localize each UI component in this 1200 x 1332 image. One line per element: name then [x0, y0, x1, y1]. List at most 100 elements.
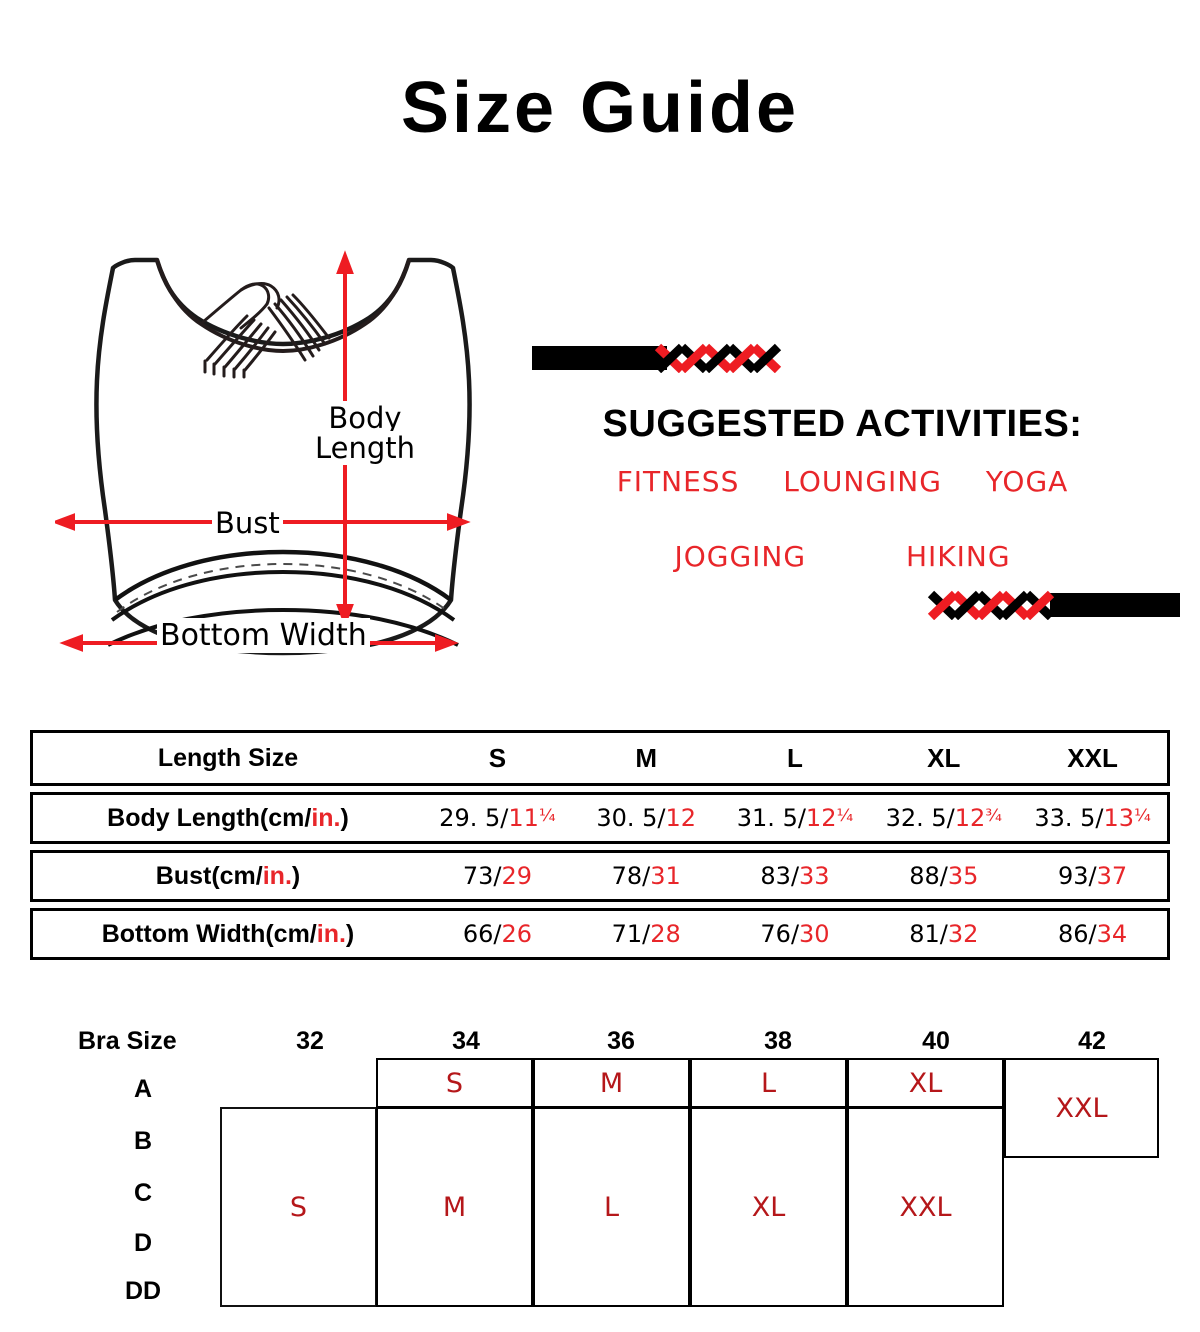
label-body-length-line2: Length — [311, 431, 419, 466]
row-label-body-length: Body Length(cm/in.) — [33, 804, 423, 833]
cell-cm: 29. 5/ — [439, 804, 509, 832]
row-label-unit: in. — [262, 861, 292, 890]
table-header-row: Length Size S M L XL XXL — [30, 730, 1170, 786]
row-label-paren: ) — [340, 803, 349, 832]
row-label-text: Bottom Width(cm/ — [101, 919, 317, 948]
header-size-xxl: XXL — [1067, 742, 1118, 773]
bra-box-32-bdd: S — [220, 1107, 377, 1307]
cell-in: 32 — [947, 920, 979, 948]
cell-in: 28 — [650, 920, 681, 948]
label-bottom-width: Bottom Width — [157, 618, 370, 653]
suggested-activities-panel: SUGGESTED ACTIVITIES: FITNESS LOUNGING Y… — [520, 335, 1180, 625]
cell-cm: 71/ — [611, 920, 651, 948]
cell-cm: 31. 5/ — [736, 804, 806, 832]
decorative-bar-bottom — [925, 590, 1180, 620]
activity-row-2: JOGGING HIKING — [520, 540, 1165, 573]
page-title: Size Guide — [400, 68, 800, 148]
suggested-activities-heading: SUGGESTED ACTIVITIES: — [602, 403, 1083, 445]
cup-label-b: B — [133, 1127, 153, 1155]
cell-body-length-m: 30. 5/12 — [572, 804, 721, 832]
length-size-table: Length Size S M L XL XXL Body Length(cm/… — [30, 730, 1170, 966]
cell-in: 34 — [1096, 920, 1128, 948]
bra-box-36-a: M — [533, 1058, 690, 1108]
band-label-38: 38 — [764, 1027, 792, 1055]
cell-bottom-width-m: 71/28 — [572, 920, 721, 948]
cup-label-c: C — [133, 1179, 153, 1207]
cell-in: 26 — [501, 920, 532, 948]
band-label-42: 42 — [1078, 1027, 1106, 1055]
table-row: Bottom Width(cm/in.) 66/26 71/28 76/30 8… — [30, 908, 1170, 960]
activity-jogging: JOGGING — [674, 540, 807, 573]
cell-body-length-s: 29. 5/11¼ — [423, 804, 572, 832]
cell-bottom-width-xl: 81/32 — [869, 920, 1018, 948]
row-label-unit: in. — [311, 803, 341, 832]
label-bust: Bust — [212, 506, 283, 540]
row-label-bottom-width: Bottom Width(cm/in.) — [33, 920, 423, 949]
bra-box-42-ab: XXL — [1004, 1058, 1159, 1158]
bra-box-36-bdd: L — [533, 1107, 690, 1307]
activity-yoga: YOGA — [985, 465, 1069, 498]
bra-box-38-bdd: XL — [690, 1107, 847, 1307]
cell-in: 12 — [805, 804, 837, 832]
header-size-xl: XL — [927, 742, 961, 773]
cell-in: 37 — [1096, 862, 1128, 890]
cell-cm: 81/ — [909, 920, 948, 948]
cell-bottom-width-xxl: 86/34 — [1018, 920, 1167, 948]
cup-label-a: A — [133, 1075, 153, 1103]
cup-label-dd: DD — [124, 1277, 162, 1305]
cell-body-length-l: 31. 5/12¼ — [721, 804, 870, 832]
label-body-length-line1: Body — [325, 401, 405, 435]
cell-cm: 83/ — [760, 862, 800, 890]
table-row: Body Length(cm/in.) 29. 5/11¼ 30. 5/12 3… — [30, 792, 1170, 844]
cell-bottom-width-l: 76/30 — [721, 920, 870, 948]
band-label-40: 40 — [922, 1027, 950, 1055]
cell-cm: 32. 5/ — [885, 804, 955, 832]
bra-size-header: Bra Size — [78, 1027, 177, 1055]
cell-bust-xxl: 93/37 — [1018, 862, 1167, 890]
cell-in: 29 — [501, 862, 532, 890]
cell-in: 12 — [665, 804, 697, 832]
cell-cm: 88/ — [909, 862, 948, 890]
cell-bust-xl: 88/35 — [869, 862, 1018, 890]
bra-box-34-a: S — [376, 1058, 533, 1108]
row-label-unit: in. — [316, 919, 346, 948]
cell-bust-m: 78/31 — [572, 862, 721, 890]
cell-cm: 33. 5/ — [1034, 804, 1104, 832]
header-size-s: S — [488, 742, 507, 773]
cell-cm: 86/ — [1058, 920, 1097, 948]
cell-in: 33 — [799, 862, 830, 890]
activity-fitness: FITNESS — [616, 465, 740, 498]
cell-cm: 30. 5/ — [596, 804, 666, 832]
band-label-34: 34 — [452, 1027, 480, 1055]
cell-cm: 66/ — [462, 920, 502, 948]
bra-box-40-a: XL — [847, 1058, 1004, 1108]
bra-box-34-bdd: M — [376, 1107, 533, 1307]
row-label-text: Bust(cm/ — [155, 861, 263, 890]
row-label-text: Body Length(cm/ — [107, 803, 312, 832]
cell-in: 13 — [1103, 804, 1135, 832]
activity-row-1: FITNESS LOUNGING YOGA — [520, 465, 1165, 498]
row-label-bust: Bust(cm/in.) — [33, 862, 423, 891]
cell-in: 11 — [508, 804, 539, 832]
cell-in: 12 — [954, 804, 986, 832]
cell-in: 35 — [947, 862, 979, 890]
cell-body-length-xl: 32. 5/12¾ — [869, 804, 1018, 832]
cell-cm: 78/ — [611, 862, 651, 890]
cell-cm: 76/ — [760, 920, 800, 948]
label-bottom-width-text: Bottom Width — [157, 618, 370, 653]
band-label-36: 36 — [607, 1027, 635, 1055]
band-label-32: 32 — [296, 1027, 324, 1055]
activity-lounging: LOUNGING — [783, 465, 942, 498]
cell-in: 31 — [650, 862, 681, 890]
cup-label-d: D — [133, 1229, 153, 1257]
label-bust-text: Bust — [212, 506, 283, 540]
bra-box-40-bdd: XXL — [847, 1107, 1004, 1307]
cell-frac: ¾ — [985, 806, 1003, 827]
bra-box-38-a: L — [690, 1058, 847, 1108]
header-size-l: L — [787, 742, 803, 773]
cell-frac: ¼ — [836, 806, 854, 827]
cell-in: 30 — [799, 920, 830, 948]
cell-frac: ¼ — [1134, 806, 1151, 827]
cell-body-length-xxl: 33. 5/13¼ — [1018, 804, 1167, 832]
header-size-m: M — [635, 742, 658, 773]
